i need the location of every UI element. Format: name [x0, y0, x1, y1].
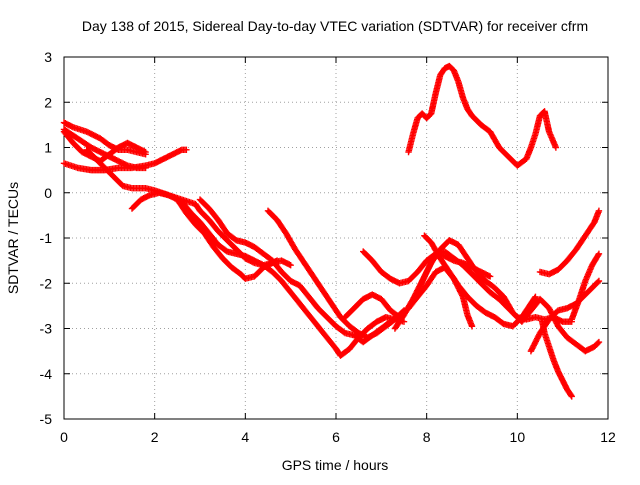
series-track-17 [568, 250, 603, 323]
y-axis-label: SDTVAR / TECUs [5, 182, 21, 294]
y-tick-label: -3 [40, 321, 53, 337]
x-tick-label: 4 [241, 429, 249, 445]
data-point [567, 392, 575, 399]
data-series [60, 62, 603, 400]
data-point [486, 273, 494, 280]
y-tick-label: 2 [44, 94, 52, 110]
series-track-9 [264, 207, 408, 341]
y-tick-label: 0 [44, 185, 52, 201]
data-point [568, 393, 575, 400]
data-point [594, 251, 602, 259]
y-tick-label: 3 [44, 49, 52, 65]
series-track-7 [178, 198, 408, 359]
y-tick-label: 1 [44, 140, 52, 156]
x-tick-label: 6 [332, 429, 340, 445]
x-axis-label: GPS time / hours [282, 457, 389, 473]
data-point [532, 293, 539, 301]
series-track-11 [341, 264, 476, 330]
plot-frame [63, 56, 609, 420]
data-point [287, 261, 294, 269]
data-point [595, 338, 603, 346]
y-tick-label: -5 [40, 411, 53, 427]
y-tick-label: -1 [40, 230, 53, 246]
data-point [468, 323, 476, 330]
series-track-18 [405, 62, 560, 169]
data-point [595, 250, 603, 258]
series-track-13 [421, 232, 539, 330]
data-point [594, 339, 602, 347]
series-track-16 [536, 207, 603, 278]
y-tick-label: -4 [40, 366, 53, 382]
grid [64, 57, 608, 419]
data-point [594, 278, 602, 286]
data-point [183, 146, 190, 153]
data-point [531, 294, 538, 302]
data-point [552, 144, 560, 151]
x-tick-label: 0 [60, 429, 68, 445]
data-point [595, 207, 603, 215]
x-tick-label: 10 [510, 429, 526, 445]
y-tick-label: -2 [40, 275, 53, 291]
data-point [142, 148, 149, 156]
chart-title: Day 138 of 2015, Sidereal Day-to-day VTE… [82, 18, 588, 34]
x-tick-label: 12 [600, 429, 616, 445]
x-tick-label: 2 [151, 429, 159, 445]
x-tick-label: 8 [423, 429, 431, 445]
data-point [595, 277, 603, 285]
